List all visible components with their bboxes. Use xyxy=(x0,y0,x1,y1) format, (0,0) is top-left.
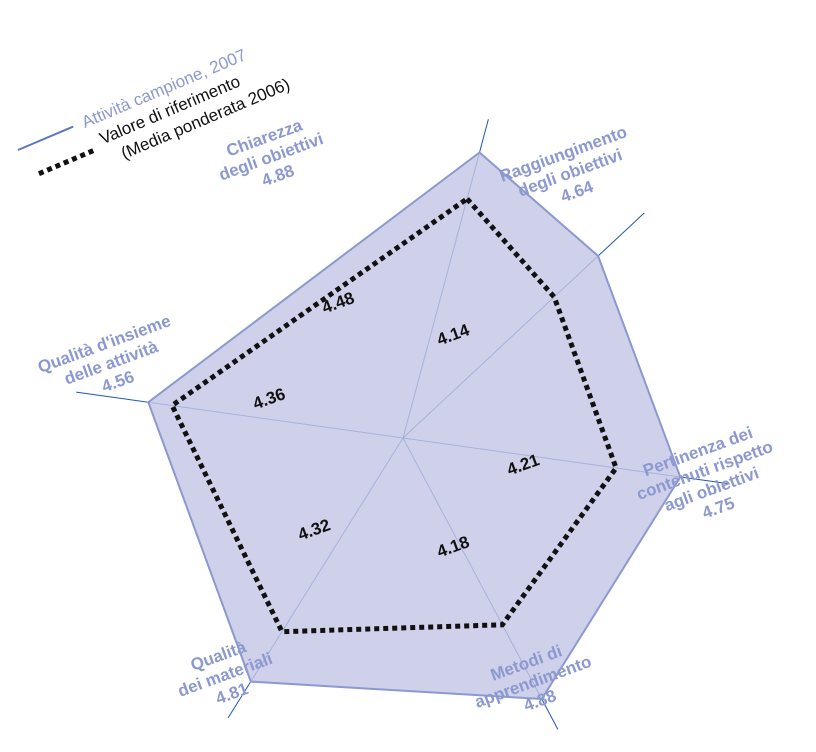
series-sample-polygon xyxy=(147,151,682,701)
series-reference-polygon xyxy=(168,195,619,635)
legend-swatch-sample xyxy=(17,125,74,151)
legend-swatch-reference xyxy=(37,147,96,177)
axis-label-1: Chiarezzadegli obiettivi4.88 xyxy=(210,110,333,203)
legend: Attività campione, 2007 Valore di riferi… xyxy=(17,45,293,177)
